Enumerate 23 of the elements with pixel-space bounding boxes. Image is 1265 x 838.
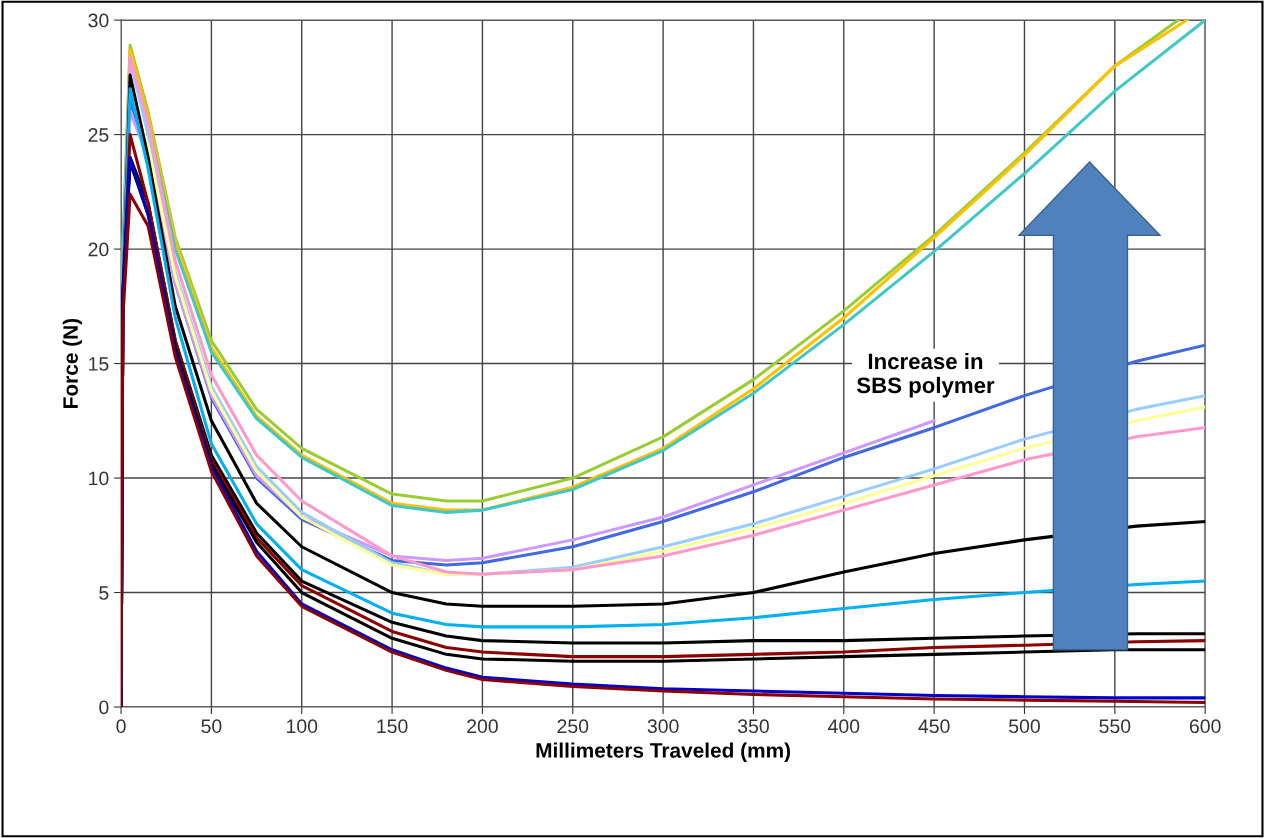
annotation: Increase in SBS polymer bbox=[856, 352, 995, 398]
x-tick-label: 600 bbox=[1189, 719, 1221, 734]
x-tick-label: 150 bbox=[377, 719, 408, 734]
y-tick-label: 0 bbox=[99, 700, 109, 715]
x-tick-label: 200 bbox=[467, 719, 498, 734]
y-tick-label: 25 bbox=[88, 128, 109, 142]
y-tick-label: 10 bbox=[89, 471, 109, 486]
x-tick-label: 350 bbox=[737, 719, 769, 734]
x-tick-label: 550 bbox=[1099, 719, 1131, 734]
x-tick-label: 500 bbox=[1009, 719, 1040, 734]
y-tick-label: 5 bbox=[99, 586, 109, 600]
x-tick-label: 50 bbox=[201, 719, 222, 734]
y-axis-title: Force (N) bbox=[62, 318, 83, 408]
x-tick-label: 400 bbox=[828, 719, 860, 734]
x-tick-label: 100 bbox=[287, 719, 318, 734]
y-tick-label: 15 bbox=[89, 357, 109, 371]
x-tick-label: 0 bbox=[116, 719, 126, 734]
x-axis-title: Millimeters Traveled (mm) bbox=[536, 742, 791, 762]
x-tick-label: 300 bbox=[647, 719, 679, 734]
y-tick-label: 20 bbox=[88, 242, 109, 257]
x-tick-label: 250 bbox=[557, 719, 589, 734]
x-tick-label: 450 bbox=[918, 719, 950, 734]
y-tick-label: 30 bbox=[88, 13, 109, 28]
